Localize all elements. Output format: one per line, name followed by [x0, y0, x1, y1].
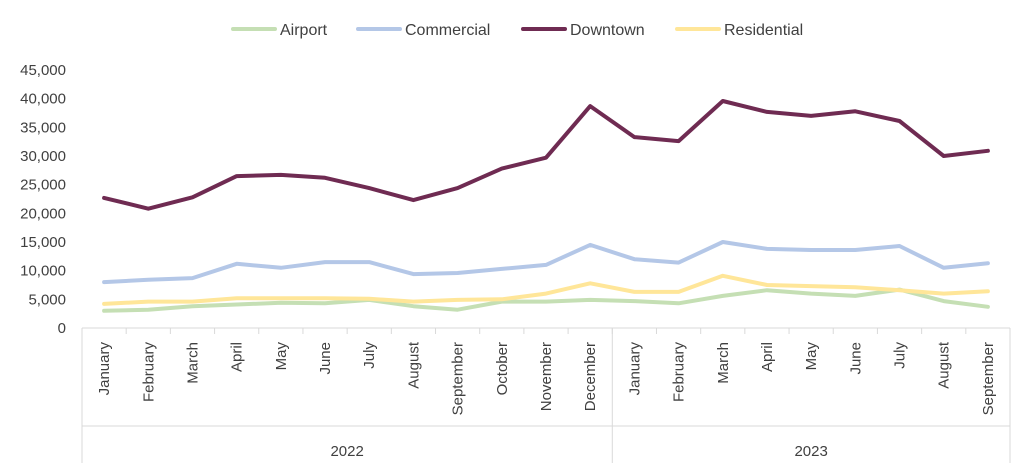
x-tick-label: March: [184, 342, 201, 384]
group-label: 2022: [330, 443, 363, 460]
x-tick-label: June: [317, 342, 334, 375]
y-tick-label: 5,000: [28, 291, 66, 308]
legend-label-downtown: Downtown: [570, 22, 645, 39]
y-tick-label: 25,000: [20, 177, 66, 194]
x-tick-label: December: [582, 342, 599, 411]
y-tick-label: 20,000: [20, 205, 66, 222]
group-label: 2023: [794, 443, 827, 460]
series-line-commercial: [102, 240, 990, 285]
x-tick-label: April: [229, 342, 246, 372]
legend-label-commercial: Commercial: [405, 22, 490, 39]
x-tick-label: February: [671, 342, 688, 403]
x-tick-label: May: [803, 342, 820, 371]
x-tick-label: July: [361, 342, 378, 369]
x-tick-label: January: [626, 342, 643, 396]
x-tick-label: August: [936, 341, 953, 389]
x-tick-label: September: [450, 342, 467, 415]
x-tick-label: July: [892, 342, 909, 369]
y-tick-label: 35,000: [20, 119, 66, 136]
x-tick-label: September: [980, 342, 997, 415]
x-tick-label: May: [273, 342, 290, 371]
y-tick-label: 30,000: [20, 148, 66, 165]
x-tick-label: October: [494, 342, 511, 395]
legend-label-residential: Residential: [724, 22, 803, 39]
y-tick-label: 0: [58, 320, 66, 337]
y-tick-label: 45,000: [20, 62, 66, 79]
x-tick-label: November: [538, 342, 555, 411]
x-tick-label: March: [715, 342, 732, 384]
x-tick-label: April: [759, 342, 776, 372]
legend-label-airport: Airport: [280, 22, 328, 39]
y-tick-label: 15,000: [20, 234, 66, 251]
y-tick-label: 10,000: [20, 263, 66, 280]
x-tick-label: August: [405, 341, 422, 389]
y-tick-label: 40,000: [20, 91, 66, 108]
series-line-downtown: [102, 99, 990, 211]
x-tick-label: February: [140, 342, 157, 403]
x-tick-label: June: [847, 342, 864, 375]
x-tick-label: January: [96, 342, 113, 396]
